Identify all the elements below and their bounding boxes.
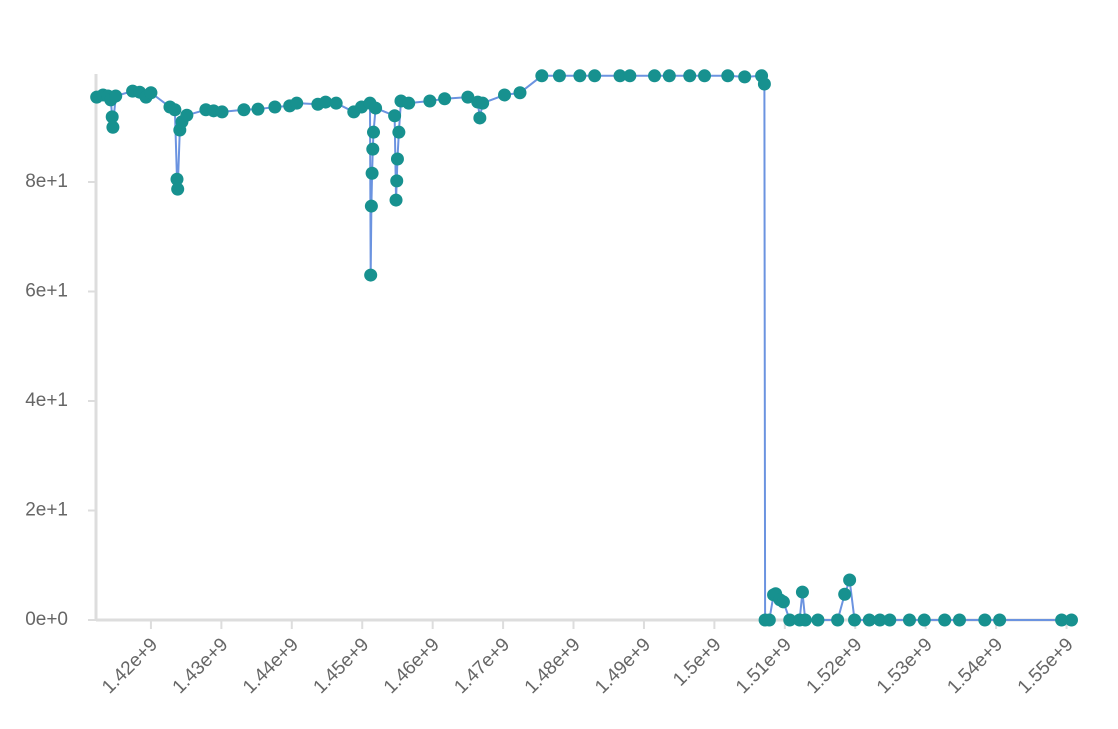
point xyxy=(783,613,797,627)
x-tick-label: 1.47e+9 xyxy=(450,634,514,698)
point xyxy=(180,108,194,122)
x-tick-label: 1.46e+9 xyxy=(380,634,444,698)
x-tick-label: 1.54e+9 xyxy=(943,634,1007,698)
point xyxy=(237,103,251,117)
point xyxy=(476,96,490,110)
point xyxy=(105,110,119,124)
x-tick-label: 1.52e+9 xyxy=(803,634,867,698)
point xyxy=(757,77,771,91)
point xyxy=(364,268,378,282)
y-tick-label: 8e+1 xyxy=(25,171,68,192)
line xyxy=(96,74,1072,621)
point xyxy=(402,96,416,110)
point xyxy=(798,613,812,627)
x-tick-label: 1.51e+9 xyxy=(732,634,796,698)
point xyxy=(461,90,475,104)
point xyxy=(251,102,265,116)
point xyxy=(873,613,887,627)
point xyxy=(762,613,776,627)
point xyxy=(952,613,966,627)
point xyxy=(848,613,862,627)
point xyxy=(613,69,627,83)
point xyxy=(364,199,378,213)
y-tick-label: 0e+0 xyxy=(25,609,68,630)
x-tick-label: 1.44e+9 xyxy=(239,634,303,698)
x-tick-label: 1.55e+9 xyxy=(1014,634,1078,698)
point xyxy=(978,613,992,627)
point xyxy=(648,69,662,83)
x-tick-label: 1.45e+9 xyxy=(310,634,374,698)
point xyxy=(776,595,790,609)
point xyxy=(389,193,403,207)
point xyxy=(290,96,304,110)
point xyxy=(365,166,379,180)
point xyxy=(171,182,185,196)
point xyxy=(367,125,381,139)
point xyxy=(838,587,852,601)
point xyxy=(698,69,712,83)
point xyxy=(1055,613,1069,627)
point xyxy=(811,613,825,627)
point xyxy=(552,69,566,83)
x-tick-label: 1.42e+9 xyxy=(98,634,162,698)
point xyxy=(683,69,697,83)
point xyxy=(513,86,527,100)
x-tick-label: 1.43e+9 xyxy=(169,634,233,698)
point xyxy=(917,613,931,627)
point xyxy=(662,69,676,83)
point xyxy=(473,111,487,125)
point xyxy=(535,69,549,83)
point xyxy=(902,613,916,627)
point xyxy=(144,86,158,100)
point xyxy=(498,88,512,102)
point xyxy=(795,585,809,599)
point xyxy=(738,70,752,84)
point xyxy=(862,613,876,627)
point xyxy=(883,613,897,627)
point xyxy=(938,613,952,627)
point xyxy=(268,100,282,114)
x-tick-label: 1.5e+9 xyxy=(669,634,725,690)
point xyxy=(106,120,120,134)
point xyxy=(831,613,845,627)
point xyxy=(329,96,343,110)
point xyxy=(392,125,406,139)
point xyxy=(423,94,437,108)
point xyxy=(573,69,587,83)
point xyxy=(366,142,380,156)
point xyxy=(168,103,182,117)
point xyxy=(215,105,229,119)
point xyxy=(721,69,735,83)
y-tick-label: 6e+1 xyxy=(25,281,68,302)
point xyxy=(369,101,383,115)
point xyxy=(623,69,637,83)
x-tick-label: 1.53e+9 xyxy=(873,634,937,698)
point xyxy=(390,152,404,166)
point xyxy=(388,109,402,123)
point xyxy=(390,174,404,188)
point xyxy=(109,89,123,103)
point xyxy=(170,172,184,186)
y-tick-label: 2e+1 xyxy=(25,500,68,521)
y-tick-label: 4e+1 xyxy=(25,390,68,411)
x-tick-label: 1.49e+9 xyxy=(591,634,655,698)
point xyxy=(993,613,1007,627)
x-tick-label: 1.48e+9 xyxy=(521,634,585,698)
point xyxy=(438,92,452,106)
point xyxy=(319,95,333,109)
point xyxy=(588,69,602,83)
point xyxy=(843,573,857,587)
point xyxy=(1064,613,1078,627)
